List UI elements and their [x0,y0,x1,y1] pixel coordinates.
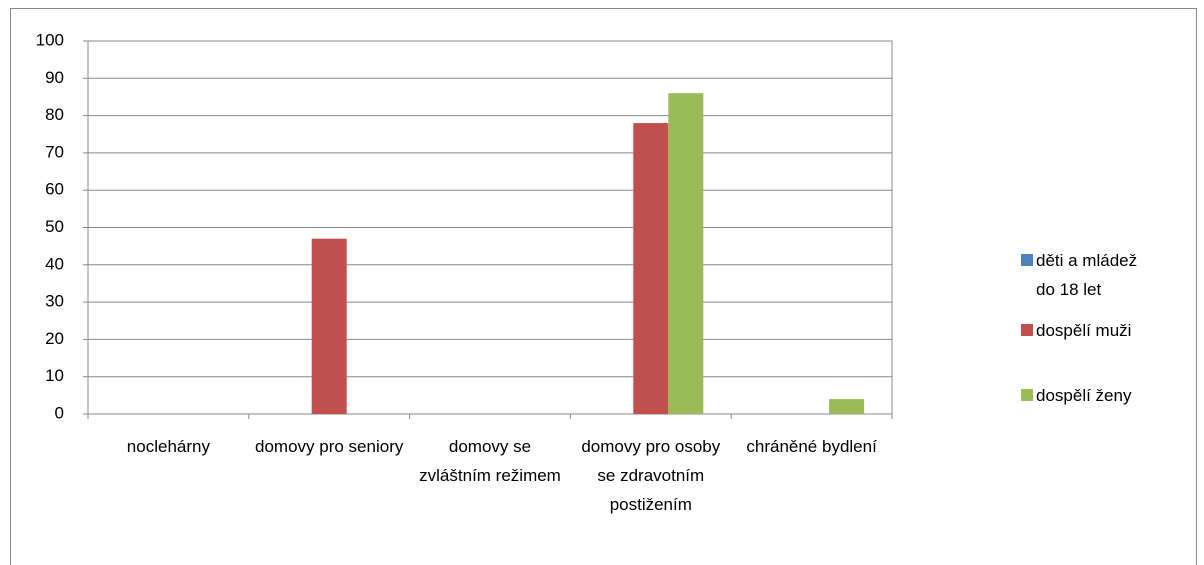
y-tick-label: 0 [55,403,64,422]
legend-swatch [1021,389,1033,401]
legend-swatch [1021,254,1033,266]
y-tick-label: 60 [45,180,64,199]
y-tick-label: 100 [36,30,64,49]
x-tick-label: chráněné bydlení [746,437,877,456]
y-tick-label: 70 [45,142,64,161]
y-tick-label: 40 [45,254,64,273]
legend-swatch [1021,324,1033,336]
legend-label: dospělí ženy [1036,386,1132,405]
x-tick-label: domovy pro osoby se zdravotním postižení… [581,437,721,514]
frame [10,8,1197,565]
x-tick-label: noclehárny [126,437,210,456]
plot-border [87,40,893,415]
y-tick-label: 20 [45,329,64,348]
bar [311,238,347,414]
y-tick-label: 50 [45,217,64,236]
x-tick-label: domovy se zvláštním režimem [419,437,561,485]
bar [633,123,669,414]
bar [668,93,704,414]
bar [829,399,865,414]
y-tick-label: 10 [45,366,64,385]
y-tick-label: 90 [45,68,64,87]
legend-label: dospělí muži [1036,321,1132,340]
y-tick-label: 30 [45,292,64,311]
legend-label: děti a mládež do 18 let [1036,251,1138,299]
x-tick-label: domovy pro seniory [255,437,404,456]
y-tick-label: 80 [45,105,64,124]
